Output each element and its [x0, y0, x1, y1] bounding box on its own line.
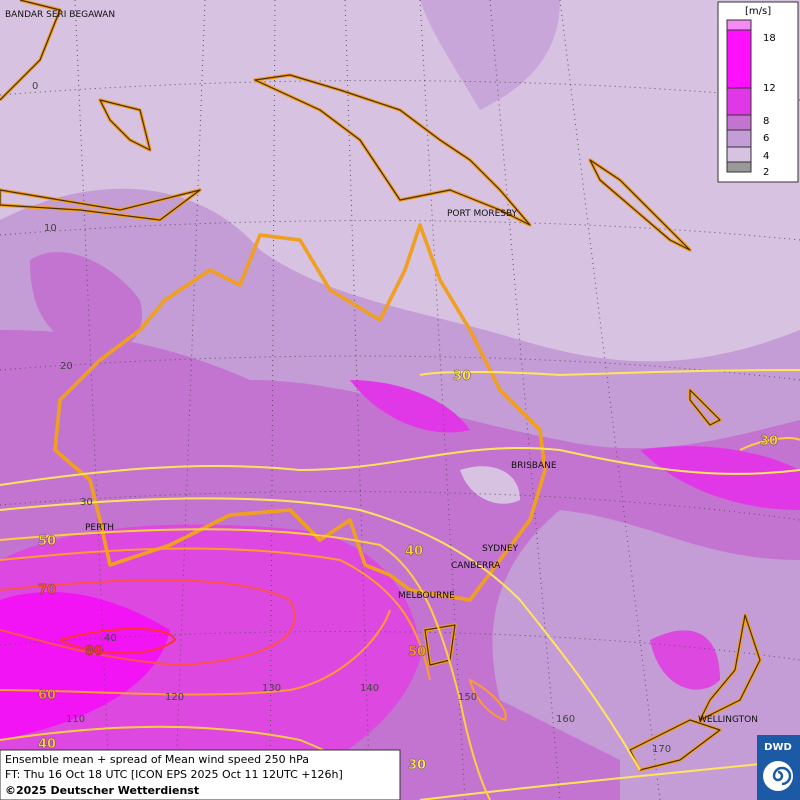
lon-label: 120: [165, 692, 184, 703]
city-label: PERTH: [85, 523, 114, 533]
contour-label: 30: [453, 369, 471, 384]
cities: BANDAR SERI BEGAWAN PORT MORESBY BRISBAN…: [5, 10, 758, 725]
lat-label: 30: [80, 497, 93, 508]
legend-label: 18: [763, 33, 776, 44]
legend-label: 6: [763, 133, 769, 144]
lon-label: 140: [360, 683, 379, 694]
city-label: MELBOURNE: [398, 591, 455, 601]
lat-label: 10: [44, 223, 57, 234]
city-label: CANBERRA: [451, 561, 501, 571]
logo: DWD: [757, 735, 800, 800]
city-label: BRISBANE: [511, 461, 557, 471]
contour-label: 30: [760, 434, 778, 449]
grid-labels: 0 10 20 30 40 110 120 130 140 150 160 17…: [32, 81, 671, 755]
contour-label: 80: [85, 644, 103, 659]
contour-labels: 30 30 40 50 50 70 80 60 40 30: [38, 369, 778, 773]
lat-label: 20: [60, 361, 73, 372]
contour-label: 40: [38, 737, 56, 752]
lon-label: 170: [652, 744, 671, 755]
contour-label: 60: [38, 688, 56, 703]
legend: [m/s] 18 12 8 6 4 2: [717, 1, 799, 183]
legend-unit: [m/s]: [745, 6, 771, 17]
footer-forecast: FT: Thu 16 Oct 18 UTC [ICON EPS 2025 Oct…: [5, 768, 343, 781]
city-label: PORT MORESBY: [447, 209, 518, 219]
city-label: BANDAR SERI BEGAWAN: [5, 10, 115, 20]
footer-copyright: ©2025 Deutscher Wetterdienst: [5, 784, 199, 797]
legend-label: 12: [763, 83, 776, 94]
lon-label: 130: [262, 683, 281, 694]
lat-label: 0: [32, 81, 38, 92]
lon-label: 160: [556, 714, 575, 725]
footer-title: Ensemble mean + spread of Mean wind spee…: [5, 753, 309, 766]
footer: Ensemble mean + spread of Mean wind spee…: [0, 749, 401, 800]
coastlines: [0, 0, 762, 772]
legend-label: 8: [763, 116, 769, 127]
city-label: WELLINGTON: [698, 715, 758, 725]
legend-label: 2: [763, 167, 769, 178]
contour-label: 50: [408, 645, 426, 660]
contour-label: 40: [405, 544, 423, 559]
logo-text: DWD: [764, 742, 792, 753]
city-label: SYDNEY: [482, 544, 519, 554]
legend-label: 4: [763, 151, 769, 162]
contour-label: 30: [408, 758, 426, 773]
contours: [0, 369, 800, 800]
lon-label: 150: [458, 692, 477, 703]
lon-label: 110: [66, 714, 85, 725]
lat-label: 40: [104, 633, 117, 644]
contour-label: 70: [38, 583, 56, 598]
contour-label: 50: [38, 534, 56, 549]
